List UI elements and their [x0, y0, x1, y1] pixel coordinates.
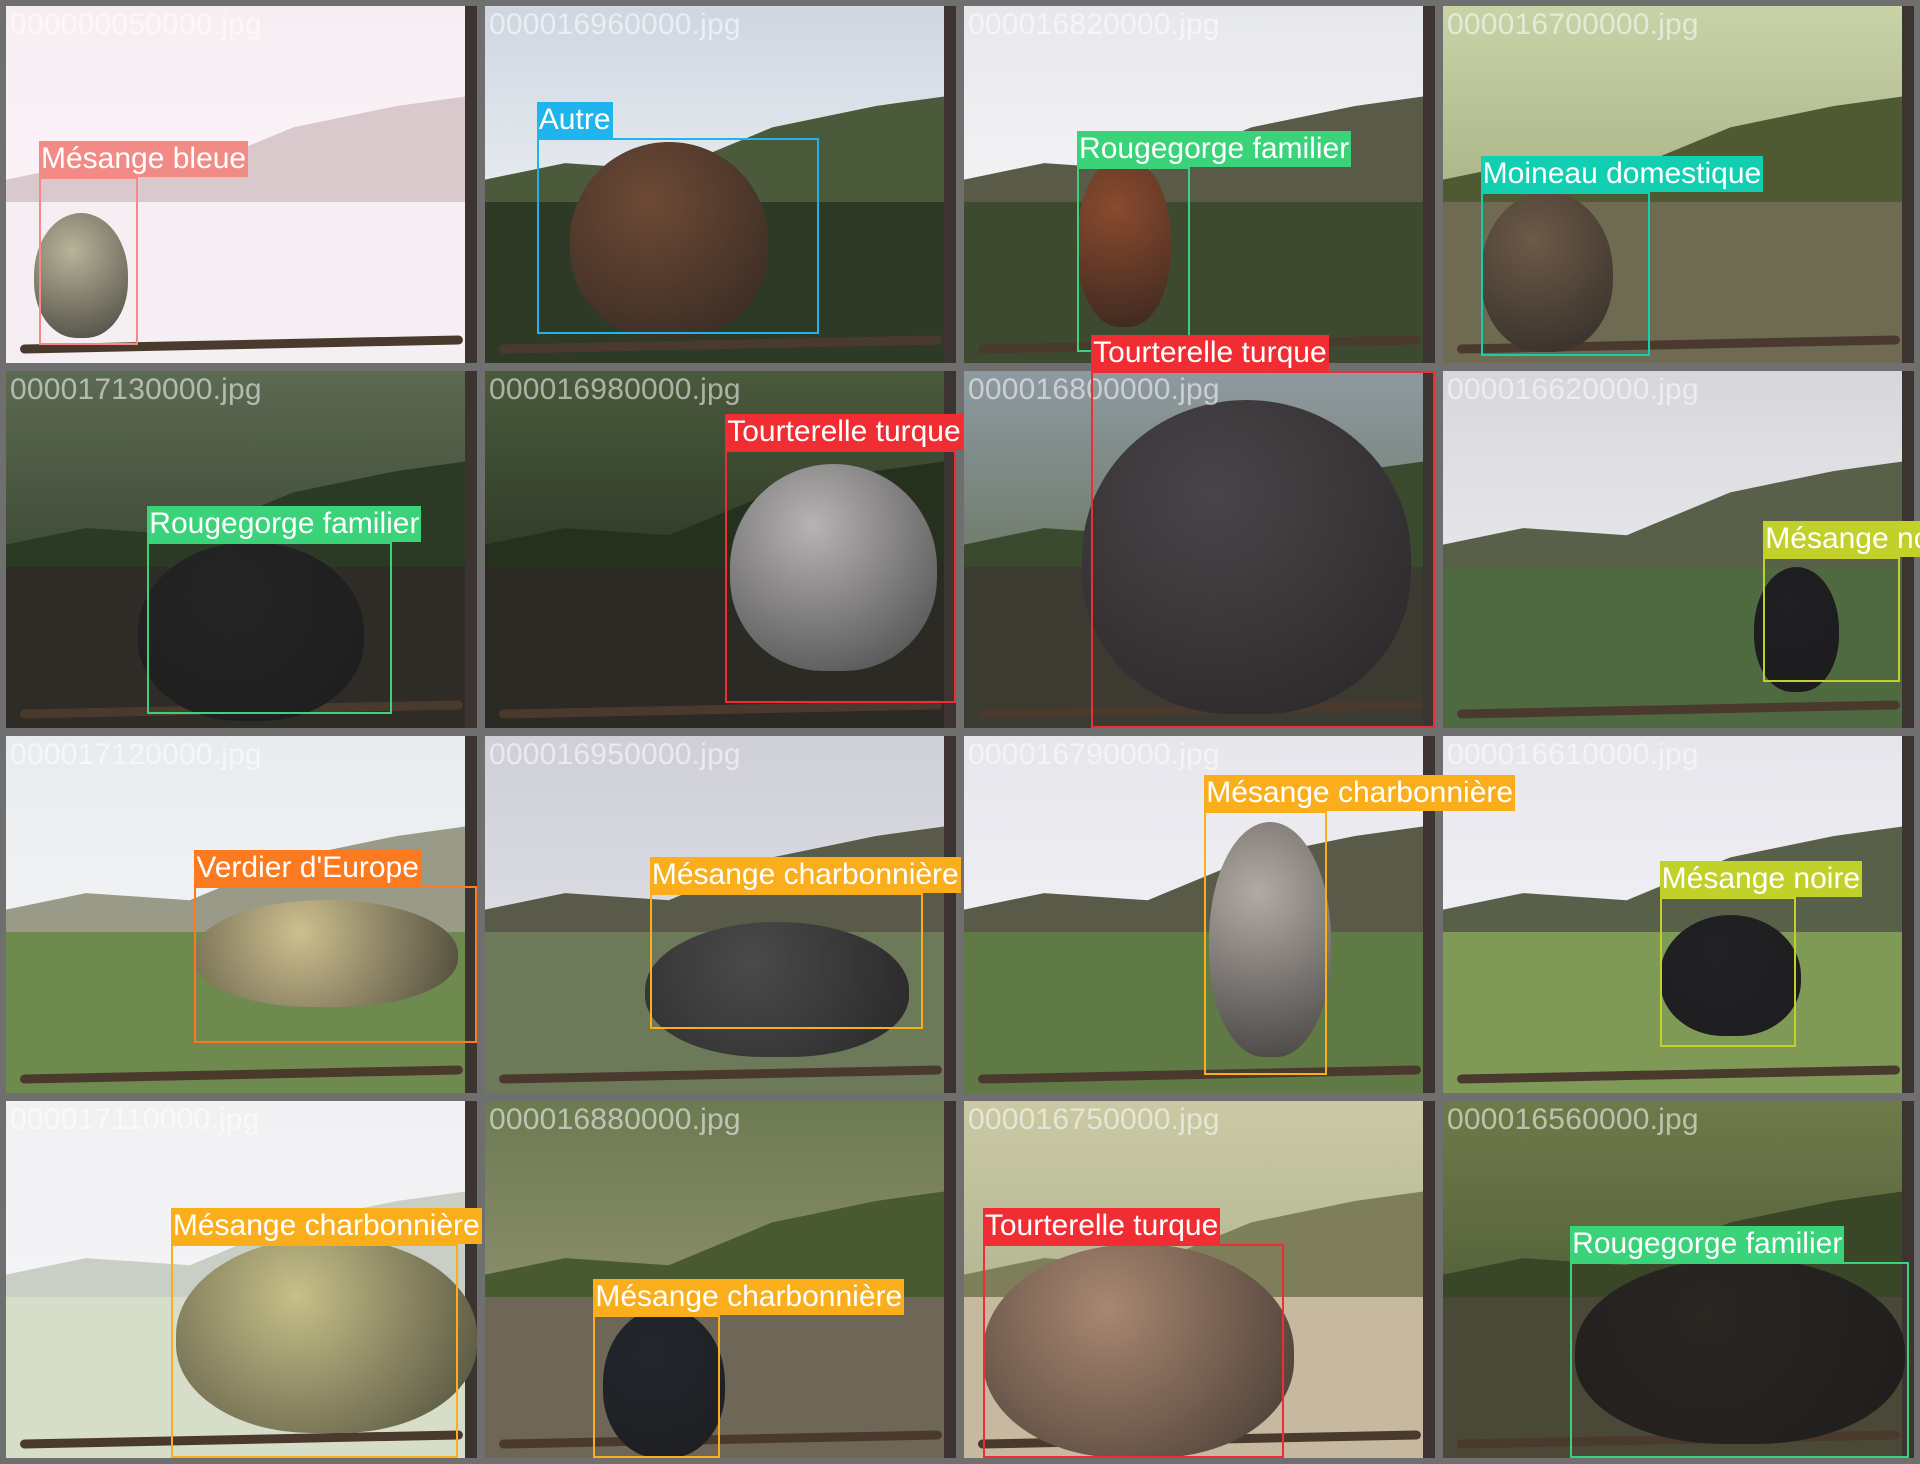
detection-label: Rougegorge familier [147, 506, 422, 543]
bird-shape [1480, 191, 1613, 353]
detection-label: Mésange noire [1763, 520, 1920, 557]
bird-shape [729, 463, 938, 671]
bird-shape [569, 141, 768, 338]
detection-label: Mésange charbonnière [593, 1279, 905, 1316]
detection-label: Rougegorge familier [1077, 130, 1352, 167]
detection-box [1091, 371, 1435, 728]
file-name: 000016800000.jpg [968, 373, 1220, 406]
detection-box [194, 885, 477, 1044]
detection-box [725, 449, 956, 703]
file-name: 000016880000.jpg [489, 1103, 741, 1136]
bird-shape [1574, 1258, 1905, 1444]
file-name: 000016620000.jpg [1447, 373, 1699, 406]
file-name: 000016790000.jpg [968, 738, 1220, 771]
detection-box [1077, 166, 1191, 353]
bird-photo [6, 371, 477, 728]
detection-label: Mésange bleue [38, 141, 249, 178]
detection-label: Autre [536, 102, 613, 139]
detection-box [170, 1243, 459, 1458]
file-name: 000016960000.jpg [489, 8, 741, 41]
bird-photo [964, 1101, 1435, 1458]
bird-photo [485, 736, 956, 1093]
file-name: 000017130000.jpg [10, 373, 262, 406]
bird-shape [1081, 399, 1412, 714]
grid-tile[interactable]: 000016560000.jpg Rougegorge familier [1443, 1101, 1914, 1458]
detection-label: Mésange charbonnière [170, 1207, 482, 1244]
grid-tile[interactable]: 000016820000.jpg Rougegorge familier [964, 6, 1435, 363]
grid-tile[interactable]: 000016790000.jpg Mésange charbonnière [964, 736, 1516, 1093]
file-name: 000000050000.jpg [10, 8, 262, 41]
detection-box [1204, 810, 1327, 1076]
bird-shape [137, 542, 364, 721]
file-name: 000016610000.jpg [1447, 738, 1699, 771]
grid-tile[interactable]: 000017120000.jpg Verdier d'Europe [6, 736, 477, 1093]
detection-box [1763, 556, 1900, 682]
file-name: 000016820000.jpg [968, 8, 1220, 41]
detection-box [593, 1315, 721, 1458]
grid-tile[interactable]: 000017130000.jpg Rougegorge familier [6, 371, 477, 728]
detection-box [1570, 1261, 1910, 1458]
bird-shape [645, 921, 909, 1058]
detection-label: Tourterelle turque [725, 413, 963, 450]
bird-photo [964, 736, 1435, 1093]
detection-box [1480, 191, 1651, 356]
bird-shape [1753, 567, 1839, 693]
file-name: 000016950000.jpg [489, 738, 741, 771]
grid-tile[interactable]: 000000050000.jpg Mésange bleue [6, 6, 477, 363]
file-name: 000017110000.jpg [10, 1103, 260, 1136]
detection-box [649, 893, 924, 1029]
bird-shape [34, 213, 129, 338]
bird-shape [175, 1236, 477, 1433]
detection-box [147, 542, 393, 714]
detection-label: Tourterelle turque [982, 1207, 1221, 1244]
detection-box [38, 177, 138, 346]
detection-box [1659, 896, 1797, 1047]
detection-label: Verdier d'Europe [194, 849, 421, 886]
bird-shape [194, 900, 459, 1008]
file-name: 000016750000.jpg [968, 1103, 1220, 1136]
detection-label: Rougegorge familier [1570, 1225, 1845, 1262]
detection-label: Moineau domestique [1480, 155, 1764, 192]
detection-label: Mésange charbonnière [649, 857, 961, 894]
grid-tile[interactable]: 000016750000.jpg Tourterelle turque [964, 1101, 1435, 1458]
detection-label: Mésange noire [1659, 860, 1863, 897]
grid-tile[interactable]: 000016960000.jpg Autre [485, 6, 956, 363]
bird-photo [6, 736, 477, 1093]
file-name: 000016560000.jpg [1447, 1103, 1699, 1136]
grid-tile[interactable]: 000016980000.jpg Tourterelle turque [485, 371, 963, 728]
file-name: 000017120000.jpg [10, 738, 262, 771]
grid-tile[interactable]: 000017110000.jpg Mésange charbonnière [6, 1101, 482, 1458]
bird-photo [964, 6, 1435, 363]
grid-tile[interactable]: 000016700000.jpg Moineau domestique [1443, 6, 1914, 363]
bird-shape [602, 1308, 726, 1458]
grid-tile[interactable]: 000016950000.jpg Mésange charbonnière [485, 736, 961, 1093]
grid-tile[interactable]: 000016800000.jpg Tourterelle turque [964, 335, 1435, 728]
bird-shape [1659, 914, 1801, 1036]
detection-box [536, 138, 820, 335]
grid-tile[interactable]: 000016620000.jpg Mésange noire [1443, 371, 1920, 728]
detection-label: Tourterelle turque [1091, 335, 1329, 371]
detection-box [982, 1243, 1285, 1458]
bird-photo [485, 1101, 956, 1458]
bird-shape [1208, 821, 1332, 1058]
file-name: 000016980000.jpg [489, 373, 741, 406]
grid-tile[interactable]: 000016880000.jpg Mésange charbonnière [485, 1101, 956, 1458]
bird-photo [964, 371, 1435, 728]
bird-shape [1077, 155, 1172, 328]
grid-tile[interactable]: 000016610000.jpg Mésange noire [1443, 736, 1914, 1093]
bird-photo [6, 1101, 477, 1458]
file-name: 000016700000.jpg [1447, 8, 1699, 41]
bird-shape [982, 1243, 1294, 1458]
detection-label: Mésange charbonnière [1204, 774, 1516, 811]
